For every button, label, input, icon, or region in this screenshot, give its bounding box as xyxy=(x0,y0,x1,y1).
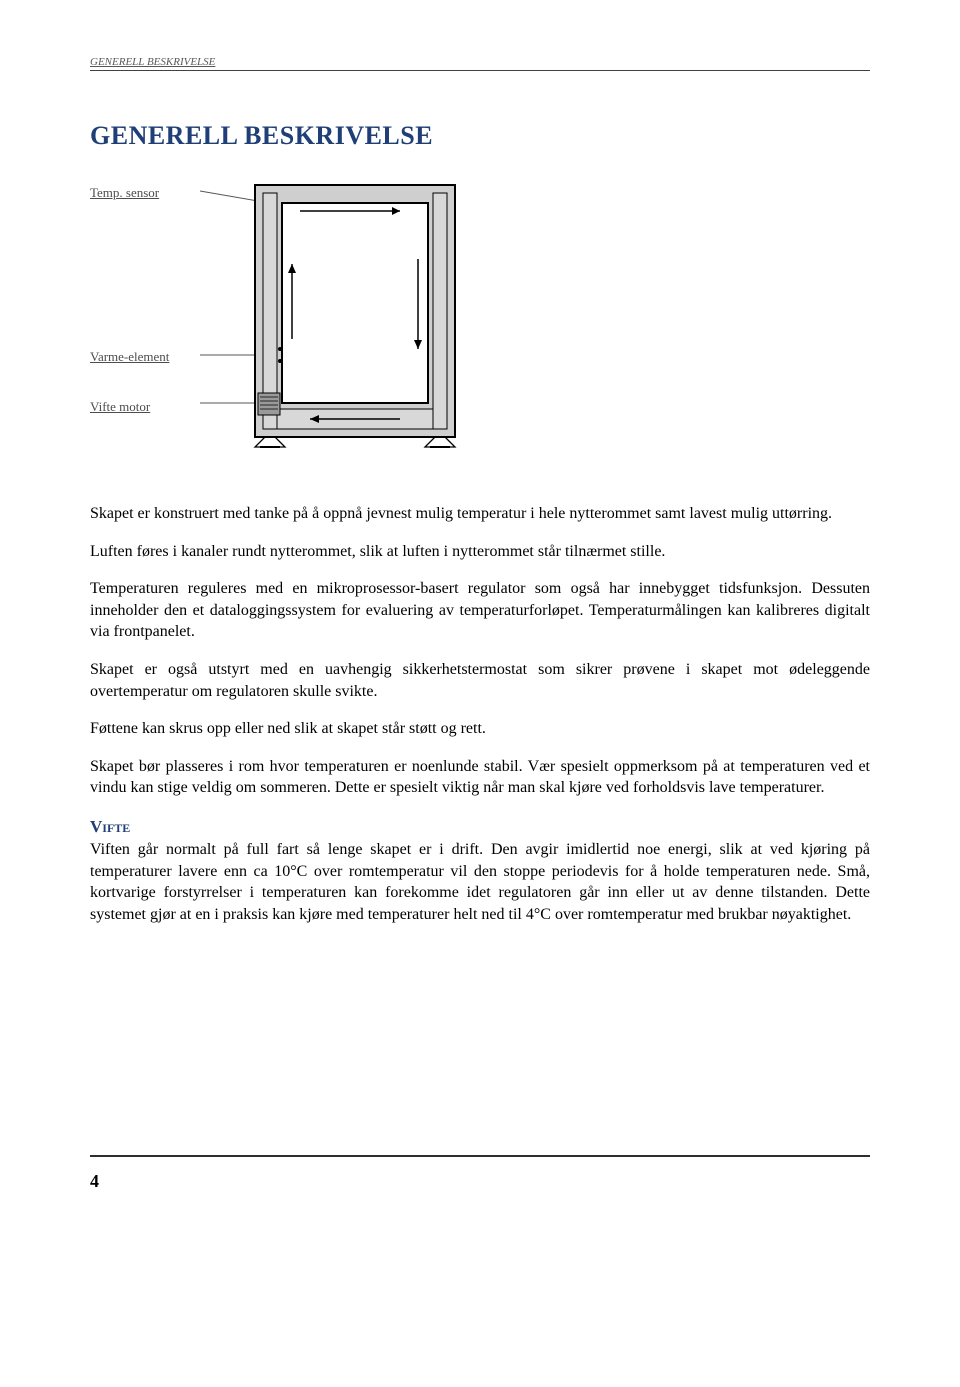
body-text: Skapet er konstruert med tanke på å oppn… xyxy=(90,503,870,925)
footer-rule xyxy=(90,1155,870,1157)
page-number: 4 xyxy=(90,1171,870,1192)
diagram-label-heater: Varme-element xyxy=(90,349,200,365)
paragraph: Skapet bør plasseres i rom hvor temperat… xyxy=(90,756,870,799)
paragraph: Temperaturen reguleres med en mikroprose… xyxy=(90,578,870,643)
page-title: GENERELL BESKRIVELSE xyxy=(90,121,870,151)
diagram-figure xyxy=(200,179,480,469)
running-header: GENERELL BESKRIVELSE xyxy=(90,56,870,68)
paragraph: Viften går normalt på full fart så lenge… xyxy=(90,839,870,925)
diagram: Temp. sensor Varme-element Vifte motor xyxy=(90,179,870,469)
paragraph: Luften føres i kanaler rundt nytterommet… xyxy=(90,541,870,563)
paragraph: Skapet er også utstyrt med en uavhengig … xyxy=(90,659,870,702)
diagram-label-fan: Vifte motor xyxy=(90,399,200,415)
diagram-label-temp: Temp. sensor xyxy=(90,185,200,201)
header-rule xyxy=(90,70,870,71)
paragraph: Føttene kan skrus opp eller ned slik at … xyxy=(90,718,870,740)
subheading-vifte: Vifte xyxy=(90,817,870,837)
paragraph: Skapet er konstruert med tanke på å oppn… xyxy=(90,503,870,525)
